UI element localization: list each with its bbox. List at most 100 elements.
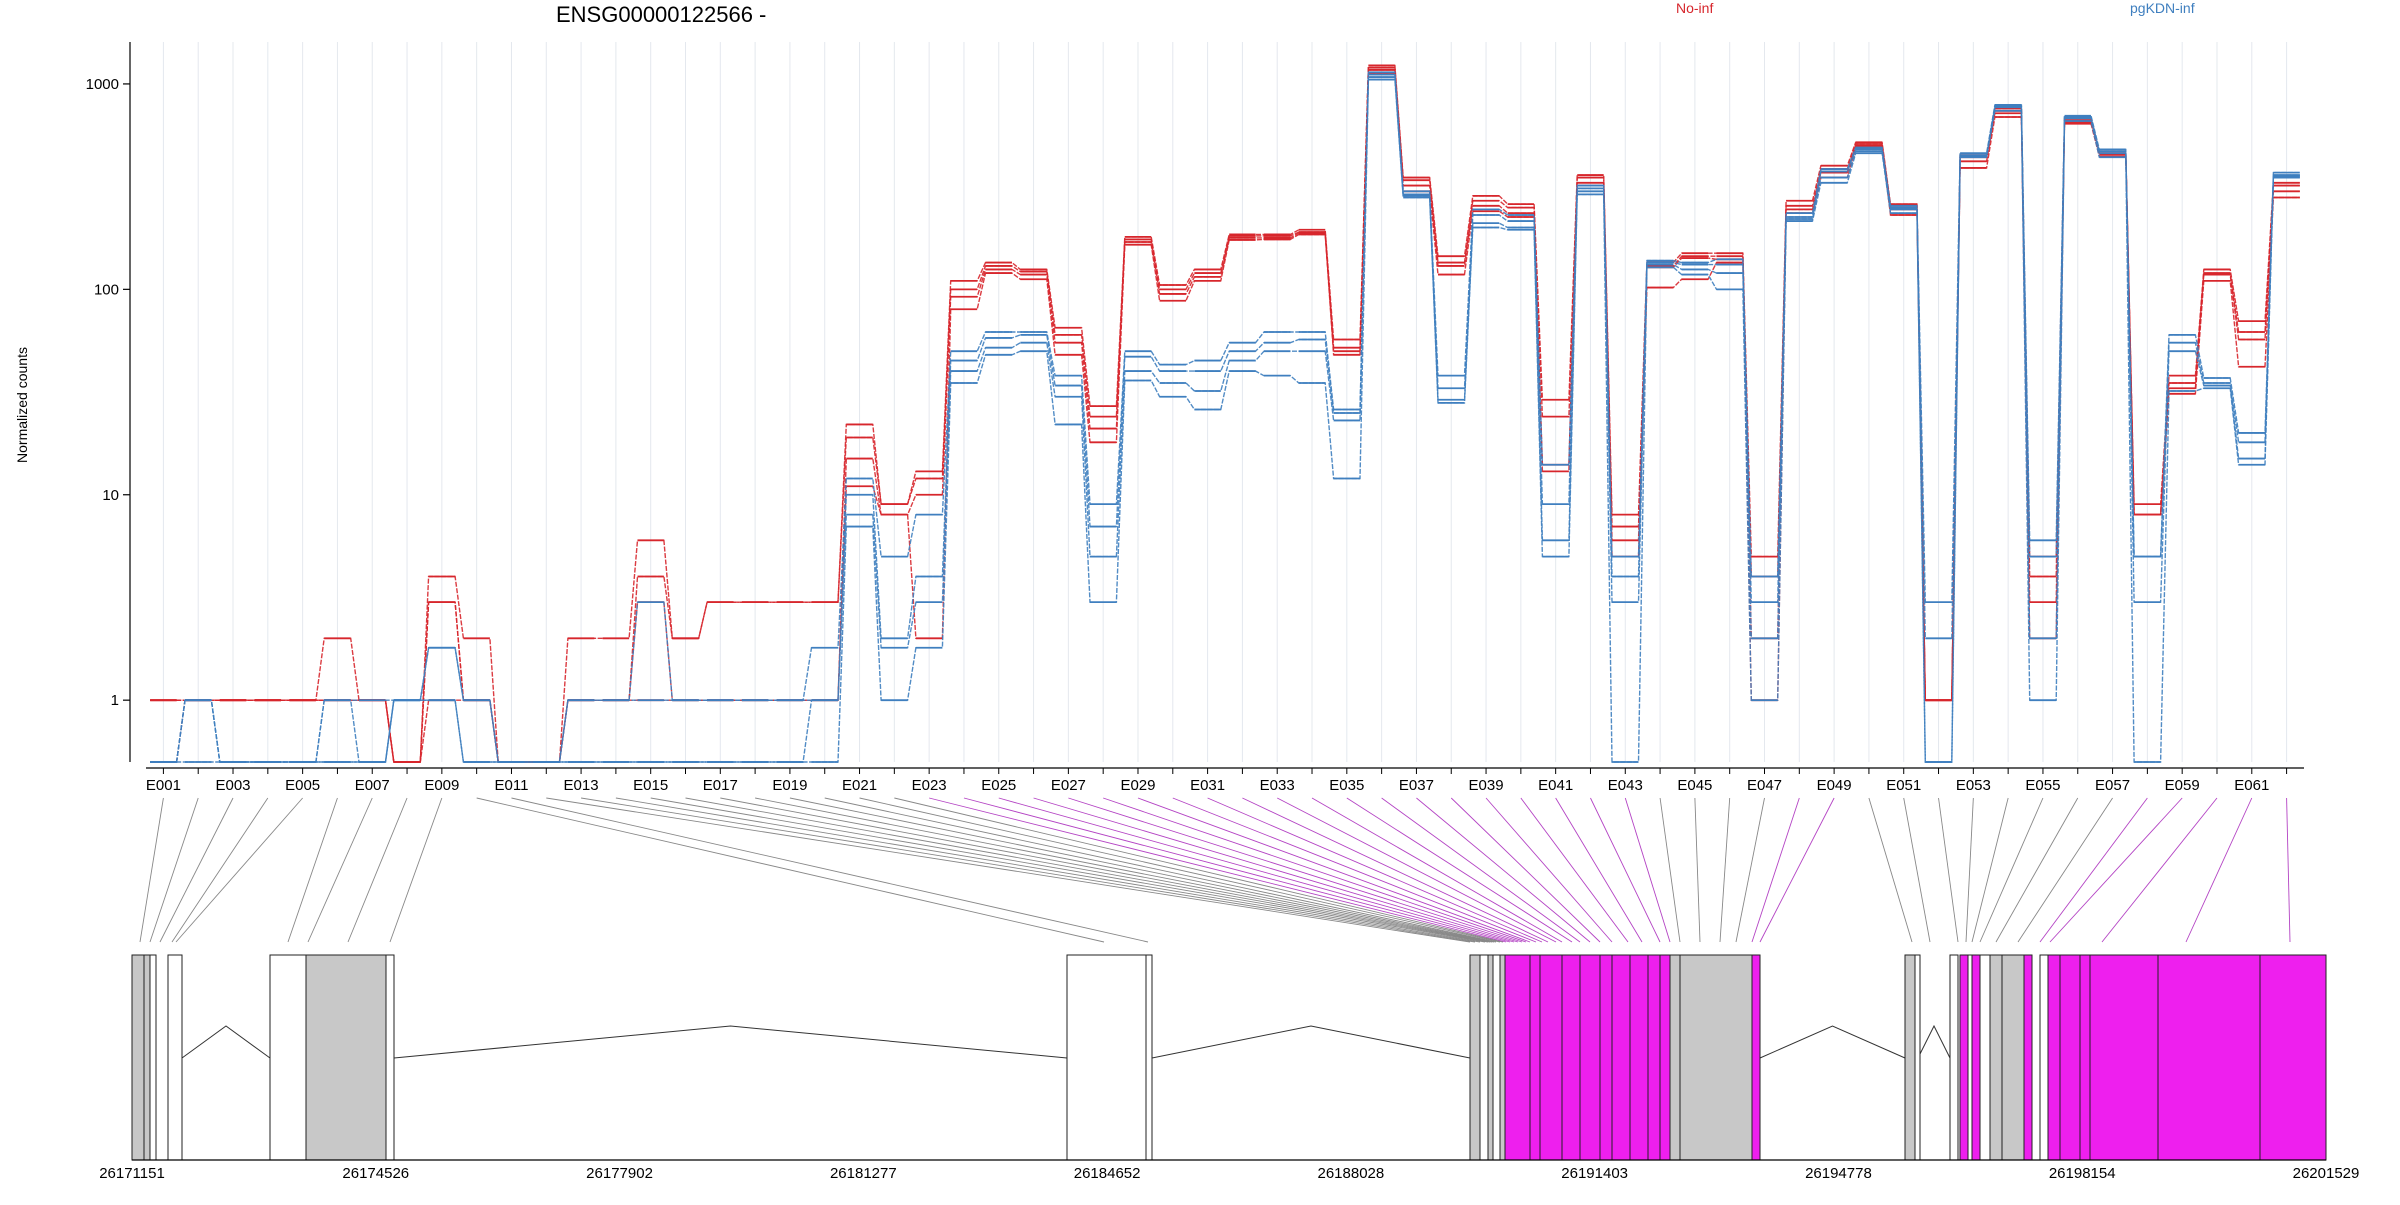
- series-line: [150, 69, 2300, 763]
- exon-connector: [307, 797, 373, 943]
- series-3: [150, 72, 2300, 763]
- exon-connector: [2185, 797, 2253, 943]
- series-5: [150, 73, 2300, 763]
- exon-connector: [1719, 797, 1731, 943]
- x-tick-label: E037: [1399, 777, 1434, 794]
- exon-connector: [2039, 797, 2148, 943]
- genomic-tick-label: 26201529: [2293, 1165, 2360, 1182]
- x-tick-label: E039: [1469, 777, 1504, 794]
- exon-connector: [2017, 797, 2113, 943]
- exon-box: [1979, 954, 1991, 1161]
- exon-connector: [287, 797, 338, 943]
- exon-connector: [1590, 797, 1661, 943]
- genomic-tick-label: 26194778: [1805, 1165, 1872, 1182]
- genomic-tick-label: 26188028: [1318, 1165, 1385, 1182]
- exon-connector: [1868, 797, 1913, 943]
- exon-connector: [347, 797, 408, 943]
- exon-connector: [755, 797, 1493, 943]
- series-line: [150, 78, 2300, 763]
- exon-box: [269, 954, 307, 1161]
- genomic-tick-label: 26171151: [99, 1165, 165, 1182]
- x-tick-label: E025: [981, 777, 1016, 794]
- y-axis-label: Normalized counts: [14, 347, 30, 463]
- exon-connector: [2101, 797, 2218, 943]
- exon-box: [1492, 954, 1501, 1161]
- exon-connector: [175, 797, 303, 943]
- x-tick-label: E017: [703, 777, 738, 794]
- exon-connector: [1938, 797, 1959, 943]
- exon-box: [143, 954, 151, 1161]
- exon-box: [1479, 954, 1489, 1161]
- x-tick-label: E055: [2025, 777, 2060, 794]
- intron-line: [181, 1025, 271, 1059]
- exon-connector: [511, 797, 1149, 943]
- exon-connector: [1965, 797, 1974, 943]
- exon-connector: [929, 797, 1507, 943]
- exon-connector: [650, 797, 1486, 943]
- y-tick-label: 10: [102, 487, 119, 504]
- intron-line: [1759, 1025, 1906, 1059]
- genomic-tick-label: 26191403: [1561, 1165, 1628, 1182]
- series-line: [150, 64, 2300, 763]
- exon-connector: [389, 797, 443, 943]
- exon-box: [2023, 954, 2033, 1161]
- exon-connector: [824, 797, 1497, 943]
- x-tick-label: E041: [1538, 777, 1573, 794]
- x-tick-label: E053: [1956, 777, 1991, 794]
- exon-box: [1914, 954, 1921, 1161]
- exon-connector: [789, 797, 1495, 943]
- genomic-tick-label: 26198154: [2049, 1165, 2116, 1182]
- exon-connector: [998, 797, 1515, 943]
- genomic-tick-label: 26177902: [586, 1165, 653, 1182]
- series-line: [150, 72, 2300, 763]
- x-tick-label: E029: [1120, 777, 1155, 794]
- exon-connector: [1242, 797, 1549, 943]
- exon-connector: [1735, 797, 1765, 943]
- x-tick-label: E051: [1886, 777, 1921, 794]
- exon-connector: [1520, 797, 1629, 943]
- x-tick-label: E003: [215, 777, 250, 794]
- exon-box: [1469, 954, 1481, 1161]
- exon-box: [1679, 954, 1753, 1161]
- exon-connector: [1416, 797, 1591, 943]
- exon-box: [1959, 954, 1969, 1161]
- exon-box: [1499, 954, 1506, 1161]
- x-tick-label: E019: [772, 777, 807, 794]
- exon-connector: [149, 797, 199, 943]
- exon-connector: [1555, 797, 1643, 943]
- exon-connector: [1979, 797, 2044, 943]
- exon-connector: [1485, 797, 1613, 943]
- exon-box: [1971, 954, 1981, 1161]
- exon-connector: [159, 797, 234, 943]
- x-tick-label: E049: [1817, 777, 1852, 794]
- exon-connector: [1172, 797, 1537, 943]
- exon-connector: [963, 797, 1511, 943]
- series-line: [150, 71, 2300, 763]
- genomic-tick-label: 26184652: [1074, 1165, 1141, 1182]
- exon-box: [2047, 954, 2327, 1161]
- exon-box: [167, 954, 183, 1161]
- exon-connector: [139, 797, 164, 943]
- x-tick-label: E005: [285, 777, 320, 794]
- intron-line: [1917, 1024, 1951, 1059]
- x-tick-label: E043: [1608, 777, 1643, 794]
- exon-connector: [1207, 797, 1543, 943]
- exon-connector: [1624, 797, 1671, 943]
- exon-connector: [1995, 797, 2079, 943]
- exon-box: [149, 954, 157, 1161]
- exon-connector: [1033, 797, 1519, 943]
- exon-connector: [1751, 797, 1800, 943]
- exon-connector: [1381, 797, 1581, 943]
- exon-box: [1949, 954, 1959, 1161]
- exon-connector: [1971, 797, 2009, 943]
- x-tick-label: E033: [1260, 777, 1295, 794]
- exon-connector: [1277, 797, 1557, 943]
- exon-connector: [859, 797, 1501, 943]
- exon-connector: [1450, 797, 1601, 943]
- series-4: [150, 71, 2300, 763]
- intron-line: [393, 1025, 1068, 1059]
- exon-connector: [1346, 797, 1573, 943]
- exon-connector: [2286, 797, 2291, 943]
- exon-connector: [546, 797, 1471, 943]
- y-tick-label: 1000: [86, 76, 119, 93]
